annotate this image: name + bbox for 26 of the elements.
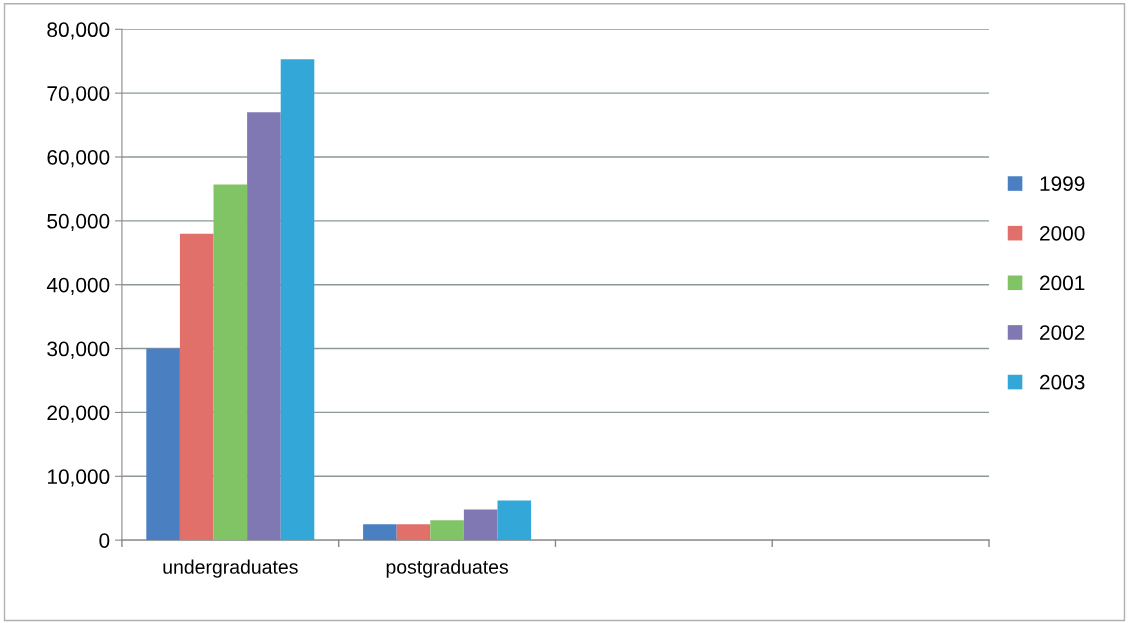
bar (146, 348, 180, 541)
y-tick-label: 60,000 (47, 150, 110, 168)
x-tick-label: undergraduates (163, 559, 298, 578)
bar (396, 524, 431, 541)
y-tick-label: 20,000 (47, 405, 110, 423)
bar (497, 500, 532, 541)
bar (363, 524, 397, 541)
bar (247, 112, 281, 541)
bar (280, 59, 315, 541)
y-tick-label: 0 (99, 533, 110, 548)
y-tick-label: 70,000 (47, 86, 110, 104)
bar (179, 233, 214, 541)
legend-label: 2001 (1040, 275, 1085, 291)
y-tick-label: 50,000 (47, 213, 110, 232)
legend-label: 2000 (1040, 225, 1085, 241)
y-tick-label: 30,000 (47, 341, 110, 359)
y-tick-label: 80,000 (47, 22, 110, 40)
bar (430, 520, 464, 541)
bar (213, 184, 248, 541)
legend-label: 1999 (1040, 176, 1085, 192)
x-tick-label: postgraduates (386, 559, 509, 578)
y-tick-label: 40,000 (46, 277, 110, 295)
legend-label: 2003 (1040, 374, 1085, 390)
legend-label: 2002 (1040, 325, 1085, 340)
bar (463, 509, 498, 541)
y-tick-label: 10,000 (48, 469, 110, 487)
